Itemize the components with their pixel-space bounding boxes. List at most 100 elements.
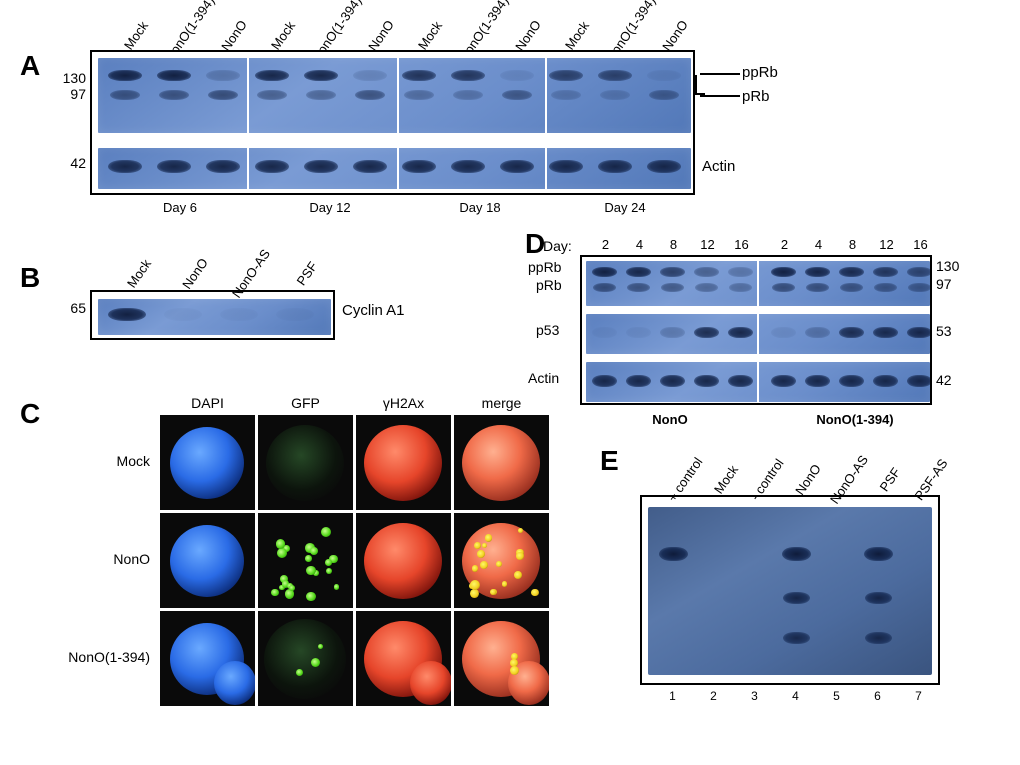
blot-band [805,267,830,277]
blot-band [600,90,630,100]
gel-band [864,547,893,561]
gel-band [783,592,810,604]
blot-band [402,160,436,173]
blot-band [772,283,795,292]
panelD-mw130: 130 [936,258,976,274]
nucleus [214,661,255,705]
blot-band [626,375,651,387]
gel-band [865,632,892,644]
gel-band [865,592,892,604]
blot-band [771,375,796,387]
panelB-ab: Cyclin A1 [342,302,405,319]
blot-band [502,90,532,100]
blot-band [592,327,617,338]
nucleus [170,427,244,499]
micro-cell [356,611,451,706]
panelD-lab-pprb: ppRb [528,259,561,275]
nucleus [364,425,442,501]
gfp-halo [266,425,344,501]
blot-band [661,283,684,292]
blot-band [592,267,617,277]
figure-root: A MockNonO(1-394)NonOMockNonO(1-394)NonO… [0,0,1020,765]
panelE-frame [640,495,940,685]
panelD-day: 16 [732,237,752,252]
blot-band [647,70,681,81]
panelD-mw53: 53 [936,323,976,339]
panelD-day: 2 [775,237,795,252]
blot-band [660,327,685,338]
panelD-day: 12 [877,237,897,252]
blot-band [108,308,146,321]
punctum [325,559,332,566]
punctum [326,568,332,574]
panelA-frame [90,50,695,195]
blot-band [500,70,534,81]
panelD-lab-actin: Actin [528,370,559,386]
blot-band [551,90,581,100]
gel-band [783,632,810,644]
blot-band [598,70,632,81]
blot-band [806,283,829,292]
panelE-lane-number: 2 [704,689,724,703]
micro-cell [160,415,255,510]
panelD-day: 12 [698,237,718,252]
blot-band [728,375,753,387]
micro-cell [454,415,549,510]
blot-band [549,160,583,173]
blot-band [306,90,336,100]
panel-letter-c: C [20,398,40,430]
blot-band [694,327,719,338]
micro-cell [160,611,255,706]
blot-band [695,283,718,292]
blot-band [873,267,898,277]
blot-band [908,283,931,292]
blot-band [108,70,142,81]
panelE-lane-number: 4 [786,689,806,703]
punctum [276,539,286,549]
panelA-day18: Day 18 [420,200,540,215]
blot-band [728,327,753,338]
panelD-day: 4 [809,237,829,252]
blot-band [728,267,753,277]
blot-band [206,70,240,81]
panelC-row-nono: NonO [60,551,150,567]
panelD-day: 8 [843,237,863,252]
panelD-mw42: 42 [936,372,976,388]
panelE-strip [648,507,932,675]
panelA-ab-prb: pRb [742,88,770,105]
punctum [277,548,287,558]
panelC-row-nono394: NonO(1-394) [60,649,150,665]
panel-letter-a: A [20,50,40,82]
blot-band [500,160,534,173]
blot-band [110,90,140,100]
blot-band [694,267,719,277]
blot-band [805,375,830,387]
blot-band [353,70,387,81]
panelA-leader-prb [700,95,740,97]
punctum [531,589,538,596]
punctum [289,585,295,591]
panelD-day: 4 [630,237,650,252]
panelA-mw-97: 97 [46,86,86,102]
blot-band [404,90,434,100]
micro-cell [356,415,451,510]
panelC-grid: DAPI GFP γH2Ax merge Mock NonO NonO(1-39… [160,415,552,725]
blot-band [626,327,651,338]
blot-band [649,90,679,100]
blot-band [451,160,485,173]
panelD-day: 8 [664,237,684,252]
blot-band [694,375,719,387]
panelA-mw-42: 42 [46,155,86,171]
blot-band [304,160,338,173]
panelA-leader-elbow [695,75,705,95]
panelC-col-gfp: GFP [258,395,353,411]
blot-band [660,267,685,277]
blot-band [805,327,830,338]
punctum [472,565,478,571]
blot-band [660,375,685,387]
panelD-day: 16 [911,237,931,252]
panelD-grp-nono: NonO [620,412,720,427]
blot-band [907,267,932,277]
blot-band [839,375,864,387]
blot-band [839,267,864,277]
